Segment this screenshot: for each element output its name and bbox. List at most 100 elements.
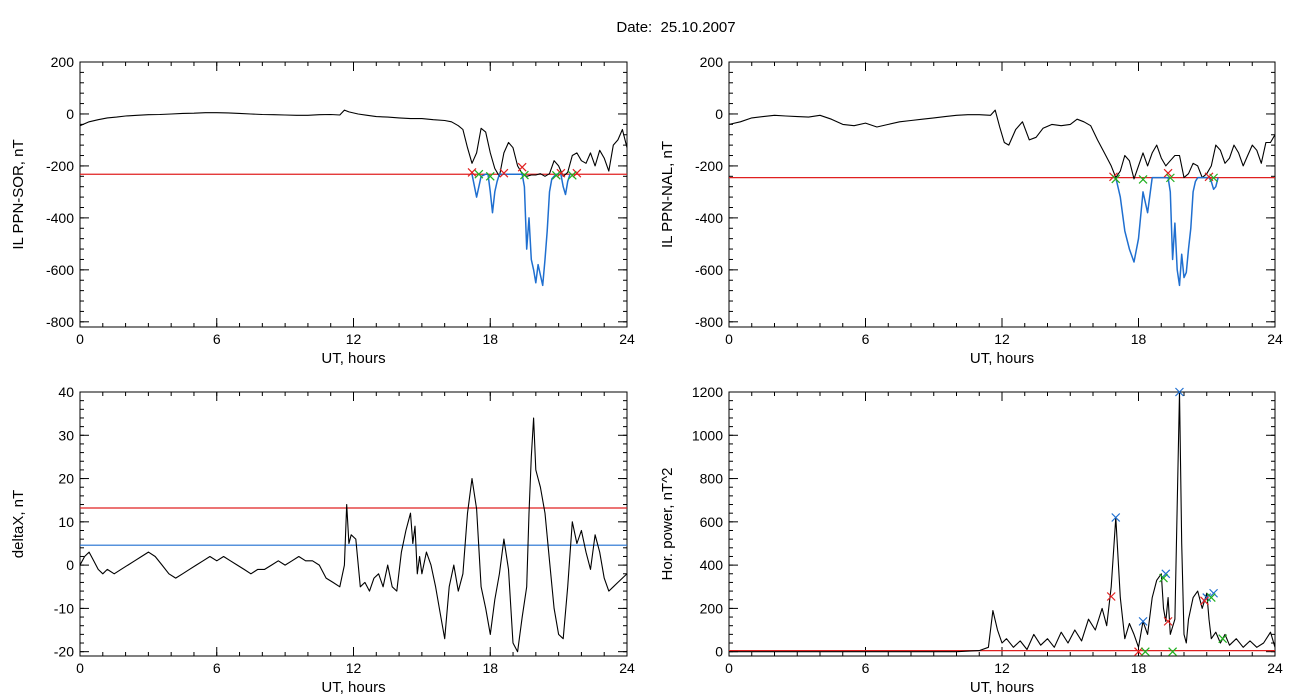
marker-point — [1140, 647, 1150, 657]
y-tick-label: 0 — [715, 644, 723, 660]
marker-point — [1134, 647, 1143, 657]
y-tick-label: -20 — [54, 644, 74, 660]
y-tick-label: 0 — [66, 557, 74, 573]
series-line — [471, 173, 571, 287]
marker-point — [1111, 513, 1121, 522]
marker-point — [1163, 168, 1173, 178]
chart-panel-p2: -800 -600 -400 -200 0 200 0 6 12 18 24 UT, hours IL … — [659, 54, 1283, 367]
y-tick-label: -400 — [46, 210, 74, 226]
x-tick-label: 12 — [346, 660, 362, 676]
x-tick-label: 18 — [482, 660, 498, 676]
marker-point — [517, 162, 527, 172]
x-tick-label: 6 — [213, 331, 221, 347]
marker-point — [1175, 387, 1184, 397]
y-tick-label: 30 — [58, 427, 74, 443]
y-tick-label: 1000 — [692, 427, 723, 443]
y-tick-label: 200 — [700, 54, 724, 70]
marker-point — [499, 168, 509, 178]
plot-area — [729, 392, 1275, 653]
x-tick-label: 24 — [1267, 331, 1283, 347]
y-axis-label: deltaX, nT — [10, 490, 27, 558]
plot-frame — [728, 391, 1276, 657]
x-tick-label: 0 — [76, 331, 84, 347]
plot-area — [80, 417, 627, 653]
marker-point — [567, 170, 577, 180]
y-tick-label: 200 — [51, 54, 75, 70]
y-tick-label: 10 — [58, 514, 74, 530]
x-tick-label: 18 — [1131, 660, 1147, 676]
marker-point — [1138, 175, 1148, 184]
plot-frame — [79, 61, 628, 328]
marker-point — [551, 170, 561, 180]
series-line — [80, 109, 627, 177]
y-tick-label: 0 — [715, 106, 723, 122]
series-line — [1115, 176, 1219, 287]
x-tick-label: 6 — [213, 660, 221, 676]
y-tick-label: -200 — [46, 158, 74, 174]
x-tick-label: 0 — [725, 331, 733, 347]
x-tick-label: 0 — [76, 660, 84, 676]
y-tick-label: -600 — [46, 262, 74, 278]
marker-point — [1138, 616, 1148, 626]
x-axis-label: UT, hours — [321, 679, 385, 696]
x-tick-label: 18 — [1131, 331, 1147, 347]
marker-point — [467, 167, 477, 177]
series-line — [729, 109, 1275, 180]
chart-panel-p1: -800 -600 -400 -200 0 200 0 6 12 18 24 UT, hours IL … — [10, 54, 635, 367]
marker-point — [1209, 588, 1218, 598]
y-axis-label: Hor. power, nT^2 — [659, 468, 676, 581]
y-tick-label: 800 — [700, 471, 724, 487]
y-tick-label: -10 — [54, 600, 74, 616]
plot-area — [80, 109, 627, 287]
series-line — [80, 417, 627, 653]
y-tick-label: 400 — [700, 557, 724, 573]
y-tick-label: 200 — [700, 600, 724, 616]
marker-point — [1200, 596, 1209, 606]
x-tick-label: 6 — [862, 660, 870, 676]
x-tick-label: 24 — [619, 660, 635, 676]
x-axis-label: UT, hours — [970, 350, 1034, 367]
x-tick-label: 24 — [619, 331, 635, 347]
x-tick-label: 12 — [994, 331, 1010, 347]
x-tick-label: 6 — [862, 331, 870, 347]
marker-point — [485, 171, 495, 181]
marker-point — [1209, 173, 1218, 183]
x-tick-label: 0 — [725, 660, 733, 676]
marker-point — [572, 168, 582, 178]
x-axis-label: UT, hours — [970, 679, 1034, 696]
marker-point — [1161, 569, 1171, 579]
y-tick-label: 20 — [58, 471, 74, 487]
plot-frame — [79, 391, 628, 657]
y-axis-label: IL PPN-SOR, nT — [10, 139, 27, 249]
y-tick-label: -600 — [695, 262, 723, 278]
marker-point — [1159, 573, 1168, 583]
y-tick-label: -800 — [695, 314, 723, 330]
marker-point — [1206, 593, 1216, 602]
marker-point — [1106, 592, 1116, 601]
y-tick-label: -400 — [695, 210, 723, 226]
x-tick-label: 12 — [994, 660, 1010, 676]
marker-point — [1168, 647, 1178, 657]
y-tick-label: -200 — [695, 158, 723, 174]
y-tick-label: 40 — [58, 384, 74, 400]
chart-panel-p3: -20 -10 0 10 20 30 40 0 6 12 18 24 UT, hours deltaX, … — [10, 384, 635, 696]
plot-area — [729, 109, 1275, 287]
marker-point — [520, 170, 529, 180]
x-tick-label: 18 — [482, 331, 498, 347]
series-line — [729, 392, 1275, 653]
x-tick-label: 12 — [346, 331, 362, 347]
marker-point — [1163, 616, 1173, 626]
marker-point — [1111, 174, 1121, 184]
x-tick-label: 24 — [1267, 660, 1283, 676]
marker-point — [1218, 634, 1228, 644]
marker-point — [474, 169, 484, 179]
y-tick-label: 600 — [700, 514, 724, 530]
marker-point — [556, 168, 566, 178]
x-axis-label: UT, hours — [321, 350, 385, 367]
page-title: Date: 25.10.2007 — [616, 19, 736, 36]
y-tick-label: 0 — [66, 106, 74, 122]
y-tick-label: 1200 — [692, 384, 723, 400]
y-axis-label: IL PPN-NAL, nT — [659, 141, 676, 248]
y-tick-label: -800 — [46, 314, 74, 330]
